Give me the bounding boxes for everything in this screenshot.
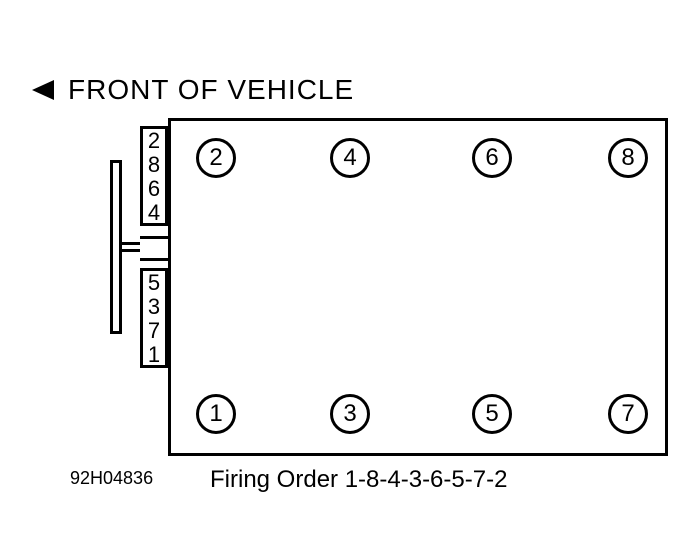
header: FRONT OF VEHICLE [32,74,354,106]
cylinder-label: 5 [485,400,498,428]
cylinder-2: 2 [196,138,236,178]
coil-terminal: 6 [143,177,165,201]
cylinder-label: 4 [343,144,356,172]
cylinder-1: 1 [196,394,236,434]
cylinder-7: 7 [608,394,648,434]
bracket-arm [122,242,140,252]
coil-terminal: 3 [143,295,165,319]
coil-pack-bottom: 5 3 7 1 [140,268,168,368]
coil-terminal: 2 [143,129,165,153]
coil-terminal: 8 [143,153,165,177]
cylinder-8: 8 [608,138,648,178]
cylinder-label: 1 [209,400,222,428]
engine-block [168,118,668,456]
bracket-vertical [110,160,122,334]
coil-terminal: 4 [143,201,165,225]
arrow-left-icon [32,80,54,100]
cylinder-5: 5 [472,394,512,434]
cylinder-6: 6 [472,138,512,178]
cylinder-label: 3 [343,400,356,428]
cylinder-label: 6 [485,144,498,172]
diagram-id: 92H04836 [70,468,153,489]
cylinder-label: 7 [621,400,634,428]
coil-terminal: 5 [143,271,165,295]
header-title: FRONT OF VEHICLE [68,74,354,106]
coil-gap-line [140,258,168,261]
cylinder-4: 4 [330,138,370,178]
coil-terminal: 7 [143,319,165,343]
coil-pack-top: 2 8 6 4 [140,126,168,226]
coil-terminal: 1 [143,343,165,367]
cylinder-3: 3 [330,394,370,434]
coil-gap-line [140,236,168,239]
firing-order-label: Firing Order 1-8-4-3-6-5-7-2 [210,466,507,494]
cylinder-label: 8 [621,144,634,172]
cylinder-label: 2 [209,144,222,172]
